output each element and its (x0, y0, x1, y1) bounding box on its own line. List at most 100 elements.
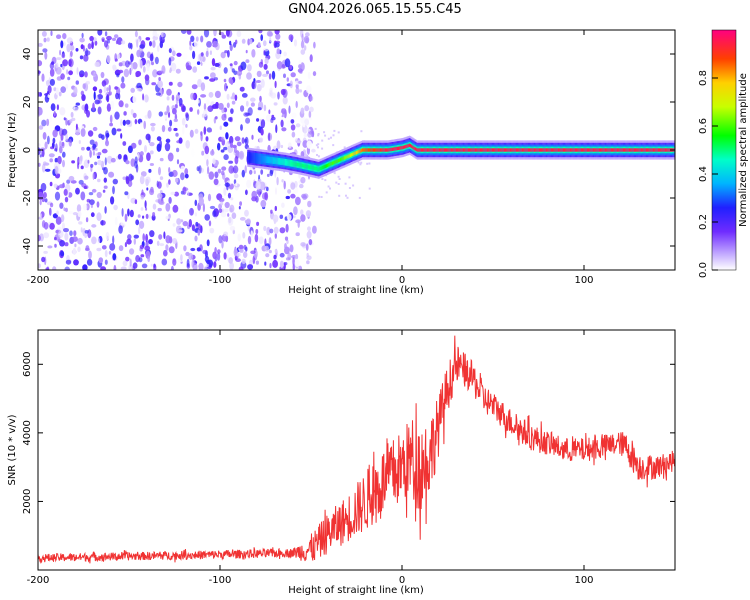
noise-blob (260, 199, 267, 208)
noise-blob (86, 110, 90, 118)
track-segment (464, 148, 466, 152)
noise-blob (176, 229, 183, 233)
noise-blob (165, 203, 171, 212)
noise-blob (250, 230, 254, 239)
noise-blob (196, 99, 200, 104)
noise-blob (105, 95, 108, 101)
track-segment (382, 148, 384, 152)
noise-blob (198, 165, 202, 174)
noise-blob (269, 228, 274, 234)
noise-blob (41, 119, 47, 127)
noise-blob (64, 242, 69, 247)
noise-blob (61, 53, 66, 59)
noise-blob (240, 124, 243, 131)
noise-blob (140, 194, 144, 200)
noise-blob (81, 32, 84, 39)
noise-blob (262, 73, 268, 77)
noise-blob (290, 119, 295, 124)
noise-blob (306, 252, 309, 258)
track-segment (524, 148, 526, 152)
noise-blob (82, 203, 88, 211)
noise-speck (368, 187, 371, 190)
noise-blob (184, 168, 189, 175)
noise-blob (49, 78, 56, 86)
track-segment (598, 148, 601, 152)
noise-blob (57, 155, 62, 165)
noise-blob (49, 181, 53, 187)
track-segment (513, 148, 515, 152)
noise-blob (254, 233, 259, 243)
noise-blob (140, 171, 147, 177)
track-segment (263, 157, 265, 162)
y-tick-label: 2000 (22, 489, 33, 514)
track-segment (427, 148, 429, 152)
noise-blob (134, 30, 138, 38)
noise-blob (104, 250, 108, 258)
track-segment (379, 148, 381, 152)
noise-blob (145, 207, 148, 211)
track-segment (548, 148, 550, 152)
track-segment (313, 166, 316, 170)
noise-blob (210, 66, 216, 71)
noise-blob (170, 191, 176, 195)
noise-blob (54, 157, 58, 163)
noise-blob (38, 147, 41, 156)
track-segment (624, 148, 626, 152)
noise-blob (189, 40, 192, 47)
track-segment (274, 159, 276, 163)
noise-blob (72, 105, 76, 110)
noise-blob (285, 223, 289, 233)
track-segment (477, 148, 479, 152)
noise-blob (286, 239, 289, 245)
noise-blob (228, 257, 234, 264)
noise-blob (75, 123, 78, 130)
noise-blob (205, 136, 209, 142)
track-segment (430, 148, 433, 152)
noise-blob (301, 33, 304, 42)
noise-blob (166, 88, 172, 96)
track-segment (465, 148, 467, 152)
noise-blob (268, 132, 271, 142)
noise-blob (173, 118, 178, 123)
track-segment (502, 148, 505, 152)
noise-blob (41, 149, 45, 158)
noise-blob (41, 220, 46, 228)
noise-blob (298, 265, 303, 270)
noise-blob (166, 105, 170, 114)
track-segment (414, 146, 416, 151)
noise-blob (49, 158, 53, 163)
track-segment (406, 144, 408, 148)
track-segment (324, 164, 327, 168)
noise-blob (200, 82, 206, 91)
track-segment (435, 148, 437, 152)
noise-blob (256, 80, 261, 83)
noise-blob (78, 221, 83, 225)
track-segment (442, 148, 445, 152)
track-segment (258, 157, 260, 161)
noise-blob (204, 145, 210, 155)
noise-blob (274, 205, 277, 212)
track-segment (280, 159, 282, 164)
noise-blob (98, 257, 104, 264)
noise-blob (56, 34, 62, 39)
noise-blob (97, 30, 103, 36)
noise-blob (52, 129, 58, 138)
noise-blob (230, 197, 234, 201)
track-segment (378, 148, 380, 152)
noise-blob (189, 129, 194, 138)
noise-speck (318, 195, 321, 198)
noise-blob (91, 224, 97, 228)
noise-blob (244, 138, 248, 143)
noise-blob (69, 119, 73, 124)
noise-blob (276, 60, 283, 70)
noise-blob (67, 76, 71, 81)
noise-blob (236, 252, 241, 257)
track-segment (621, 148, 624, 152)
y-tick-label: -40 (22, 238, 33, 254)
noise-blob (218, 197, 225, 203)
track-segment (589, 148, 591, 152)
noise-blob (239, 248, 244, 253)
track-segment (581, 148, 583, 152)
noise-blob (155, 92, 161, 96)
noise-blob (57, 226, 62, 231)
